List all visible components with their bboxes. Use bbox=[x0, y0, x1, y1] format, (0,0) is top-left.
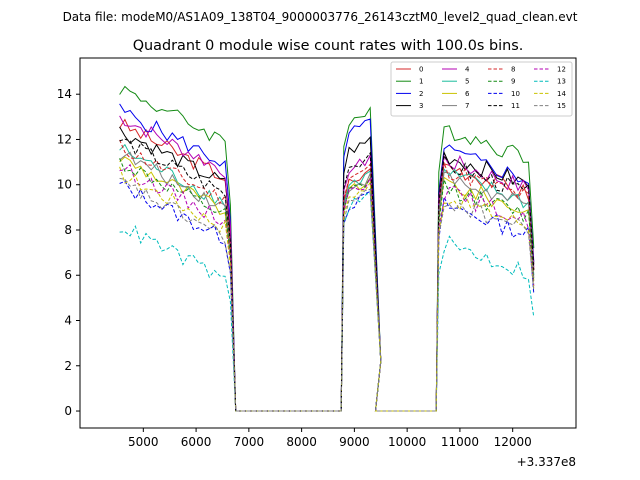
legend-label-12: 12 bbox=[557, 66, 566, 74]
series-line-14 bbox=[119, 166, 535, 412]
y-tick-label: 4 bbox=[64, 314, 72, 328]
series-line-11 bbox=[119, 138, 535, 412]
x-tick-label: 5000 bbox=[128, 435, 159, 449]
series-line-9 bbox=[119, 158, 535, 412]
y-tick-label: 14 bbox=[57, 87, 72, 101]
figure-suptitle: Data file: modeM0/AS1A09_138T04_90000037… bbox=[63, 10, 578, 24]
legend-label-9: 9 bbox=[511, 78, 515, 86]
legend-label-11: 11 bbox=[511, 102, 520, 110]
series-line-1 bbox=[119, 85, 535, 412]
y-axis: 0 2 4 6 8 10 12 14 bbox=[57, 87, 80, 418]
y-tick-label: 2 bbox=[64, 359, 72, 373]
legend-label-10: 10 bbox=[511, 90, 520, 98]
x-tick-label: 9000 bbox=[339, 435, 370, 449]
series-line-6 bbox=[119, 156, 535, 412]
legend-label-3: 3 bbox=[419, 102, 423, 110]
series-line-3 bbox=[119, 126, 535, 412]
legend-label-1: 1 bbox=[419, 78, 423, 86]
series-line-15 bbox=[119, 177, 535, 412]
series-line-4 bbox=[119, 115, 535, 412]
legend-label-2: 2 bbox=[419, 90, 423, 98]
series-line-7 bbox=[119, 151, 535, 412]
x-tick-label: 11000 bbox=[441, 435, 479, 449]
x-tick-label: 12000 bbox=[494, 435, 532, 449]
x-tick-label: 7000 bbox=[234, 435, 265, 449]
legend-label-8: 8 bbox=[511, 66, 515, 74]
chart-title: Quadrant 0 module wise count rates with … bbox=[133, 38, 524, 54]
y-tick-label: 8 bbox=[64, 223, 72, 237]
y-tick-label: 12 bbox=[57, 132, 72, 146]
legend-label-14: 14 bbox=[557, 90, 566, 98]
series-line-2 bbox=[119, 103, 535, 412]
plot-area bbox=[119, 85, 535, 412]
series-line-12 bbox=[119, 163, 535, 412]
legend-label-15: 15 bbox=[557, 102, 566, 110]
legend-label-4: 4 bbox=[465, 66, 470, 74]
legend-label-5: 5 bbox=[465, 78, 469, 86]
y-tick-label: 10 bbox=[57, 178, 72, 192]
x-tick-label: 8000 bbox=[286, 435, 317, 449]
axes-frame bbox=[79, 57, 577, 429]
legend-box bbox=[390, 61, 573, 117]
x-tick-label: 10000 bbox=[388, 435, 426, 449]
series-line-8 bbox=[119, 139, 535, 412]
x-tick-label: 6000 bbox=[181, 435, 212, 449]
series-line-13 bbox=[119, 190, 535, 412]
y-tick-label: 0 bbox=[64, 404, 72, 418]
legend-label-13: 13 bbox=[557, 78, 566, 86]
series-line-10 bbox=[119, 180, 535, 412]
y-tick-label: 6 bbox=[64, 268, 72, 282]
x-axis: 5000 6000 7000 8000 9000 10000 11000 12000 bbox=[128, 428, 532, 449]
legend-label-0: 0 bbox=[419, 66, 423, 74]
legend-label-6: 6 bbox=[465, 90, 470, 98]
x-offset-label: +3.337e8 bbox=[517, 455, 576, 469]
legend-label-7: 7 bbox=[465, 102, 469, 110]
